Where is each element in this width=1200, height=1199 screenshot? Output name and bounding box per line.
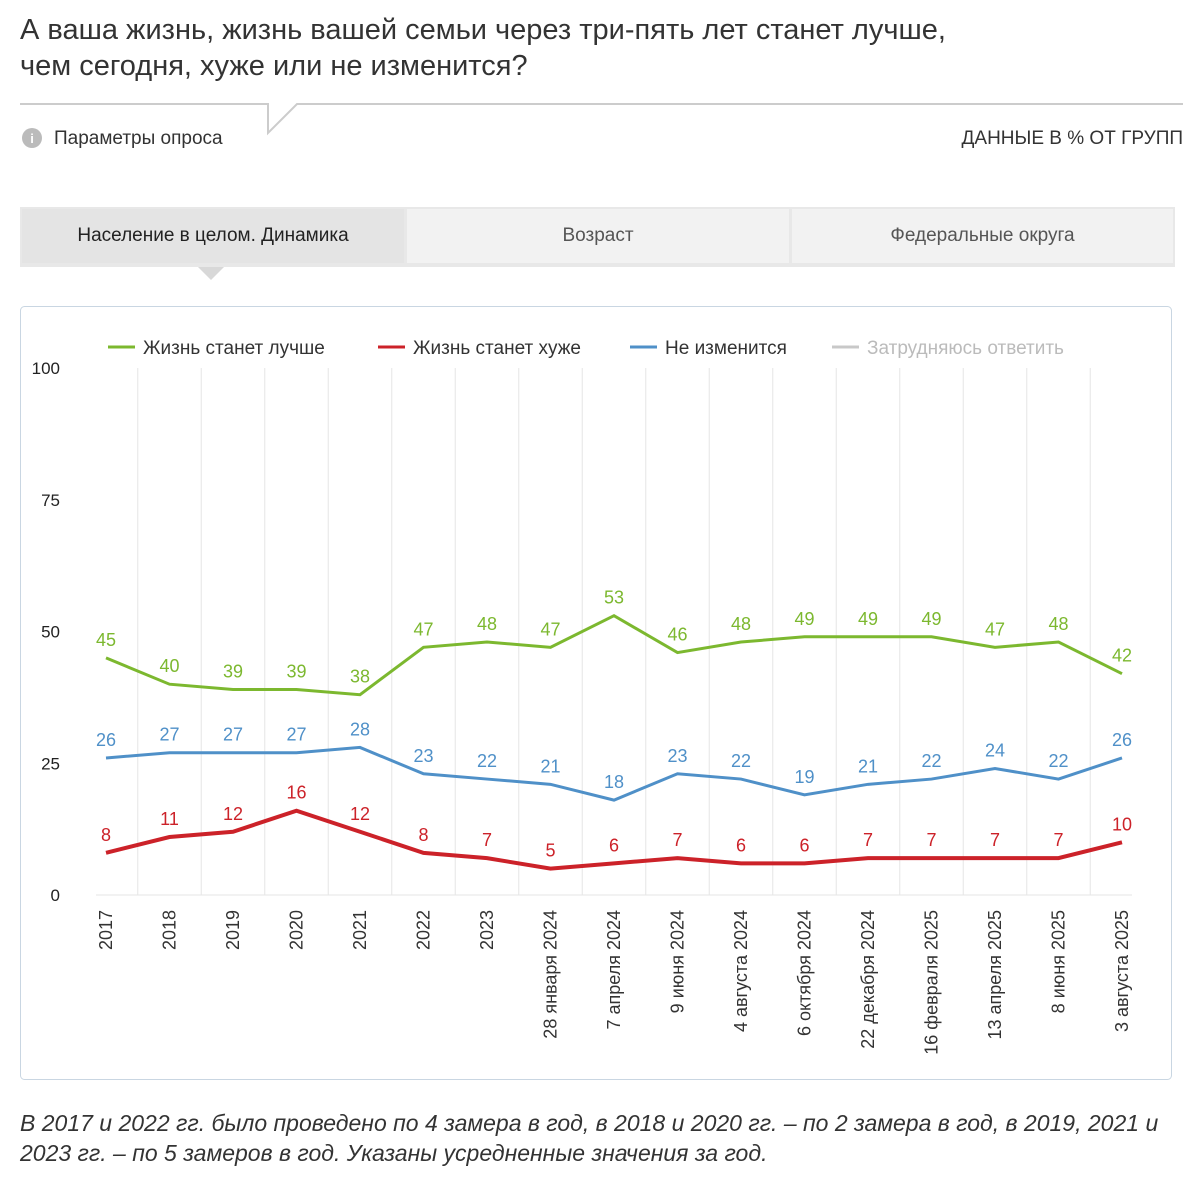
x-tick-label: 2019 xyxy=(223,910,243,950)
data-label: 49 xyxy=(921,609,941,629)
legend-label: Затрудняюсь ответить xyxy=(867,338,1064,359)
data-label: 7 xyxy=(482,830,492,850)
data-label: 7 xyxy=(926,830,936,850)
y-tick-label: 25 xyxy=(41,754,60,773)
data-label: 26 xyxy=(96,730,116,750)
series-line xyxy=(105,808,1123,871)
tab[interactable]: Федеральные округа xyxy=(792,209,1173,263)
x-tick-label: 2017 xyxy=(96,910,116,950)
title-line: чем сегодня, хуже или не изменится? xyxy=(20,50,528,82)
units: ДАННЫЕ В % ОТ ГРУПП xyxy=(961,128,1183,149)
data-label: 39 xyxy=(223,661,243,681)
legend-label: Жизнь станет хуже xyxy=(413,338,581,359)
x-tick-label: 2023 xyxy=(477,910,497,950)
data-label: 49 xyxy=(794,609,814,629)
x-tick-label: 4 августа 2024 xyxy=(731,910,751,1032)
x-tick-label: 7 апреля 2024 xyxy=(604,910,624,1030)
data-label: 22 xyxy=(477,751,497,771)
title-line: А ваша жизнь, жизнь вашей семьи через тр… xyxy=(20,14,946,46)
x-tick-label: 2018 xyxy=(160,910,180,950)
svg-text:i: i xyxy=(30,131,34,146)
data-label: 16 xyxy=(286,783,306,803)
data-label: 23 xyxy=(413,746,433,766)
legend-label: Жизнь станет лучше xyxy=(143,338,325,359)
data-label: 47 xyxy=(413,619,433,639)
data-label: 27 xyxy=(223,725,243,745)
x-tick-label: 6 октября 2024 xyxy=(795,910,815,1036)
data-label: 8 xyxy=(101,825,111,845)
y-tick-label: 100 xyxy=(32,359,60,378)
y-tick-label: 0 xyxy=(51,886,60,905)
data-label: 26 xyxy=(1112,730,1132,750)
x-tick-label: 28 января 2024 xyxy=(541,910,561,1039)
x-tick-label: 3 августа 2025 xyxy=(1112,910,1132,1032)
data-label: 48 xyxy=(731,614,751,634)
x-tick-label: 2020 xyxy=(287,910,307,950)
data-label: 48 xyxy=(1048,614,1068,634)
data-label: 39 xyxy=(286,661,306,681)
data-label: 7 xyxy=(990,830,1000,850)
y-tick-label: 75 xyxy=(41,491,60,510)
data-label: 38 xyxy=(350,667,370,687)
data-label: 6 xyxy=(799,835,809,855)
data-label: 7 xyxy=(672,830,682,850)
data-label: 28 xyxy=(350,719,370,739)
tab[interactable]: Население в целом. Динамика xyxy=(22,209,404,263)
data-label: 45 xyxy=(96,630,116,650)
data-label: 22 xyxy=(921,751,941,771)
data-label: 8 xyxy=(418,825,428,845)
data-label: 6 xyxy=(736,835,746,855)
data-label: 21 xyxy=(540,756,560,776)
data-label: 27 xyxy=(286,725,306,745)
data-label: 22 xyxy=(731,751,751,771)
data-label: 48 xyxy=(477,614,497,634)
data-label: 11 xyxy=(160,809,179,829)
data-label: 49 xyxy=(858,609,878,629)
x-tick-label: 2021 xyxy=(350,910,370,950)
series-line xyxy=(105,613,1123,697)
data-label: 10 xyxy=(1112,814,1132,834)
x-tick-label: 8 июня 2025 xyxy=(1049,910,1069,1013)
data-label: 19 xyxy=(794,767,814,787)
x-tick-label: 16 февраля 2025 xyxy=(922,910,942,1055)
title: А ваша жизнь, жизнь вашей семьи через тр… xyxy=(20,12,946,84)
x-tick-label: 2022 xyxy=(414,910,434,950)
y-tick-label: 50 xyxy=(41,623,60,642)
data-label: 21 xyxy=(858,756,878,776)
data-label: 46 xyxy=(667,625,687,645)
note: В 2017 и 2022 гг. было проведено по 4 за… xyxy=(20,1110,1159,1166)
data-label: 27 xyxy=(159,725,179,745)
data-label: 12 xyxy=(223,804,243,824)
data-label: 7 xyxy=(863,830,873,850)
x-tick-label: 13 апреля 2025 xyxy=(985,910,1005,1040)
tab[interactable]: Возраст xyxy=(407,209,789,263)
data-label: 53 xyxy=(604,588,624,608)
data-label: 47 xyxy=(540,619,560,639)
series-line xyxy=(105,745,1123,802)
data-label: 47 xyxy=(985,619,1005,639)
data-label: 23 xyxy=(667,746,687,766)
legend-label: Не изменится xyxy=(665,338,787,359)
data-label: 7 xyxy=(1053,830,1063,850)
data-label: 5 xyxy=(545,841,555,861)
x-tick-label: 22 декабря 2024 xyxy=(858,910,878,1049)
x-tick-label: 9 июня 2024 xyxy=(668,910,688,1013)
data-label: 22 xyxy=(1048,751,1068,771)
data-label: 40 xyxy=(159,656,179,676)
params-link[interactable]: Параметры опроса xyxy=(54,128,223,149)
data-label: 12 xyxy=(350,804,370,824)
data-label: 42 xyxy=(1112,646,1132,666)
data-label: 6 xyxy=(609,835,619,855)
data-label: 24 xyxy=(985,741,1005,761)
data-label: 18 xyxy=(604,772,624,792)
